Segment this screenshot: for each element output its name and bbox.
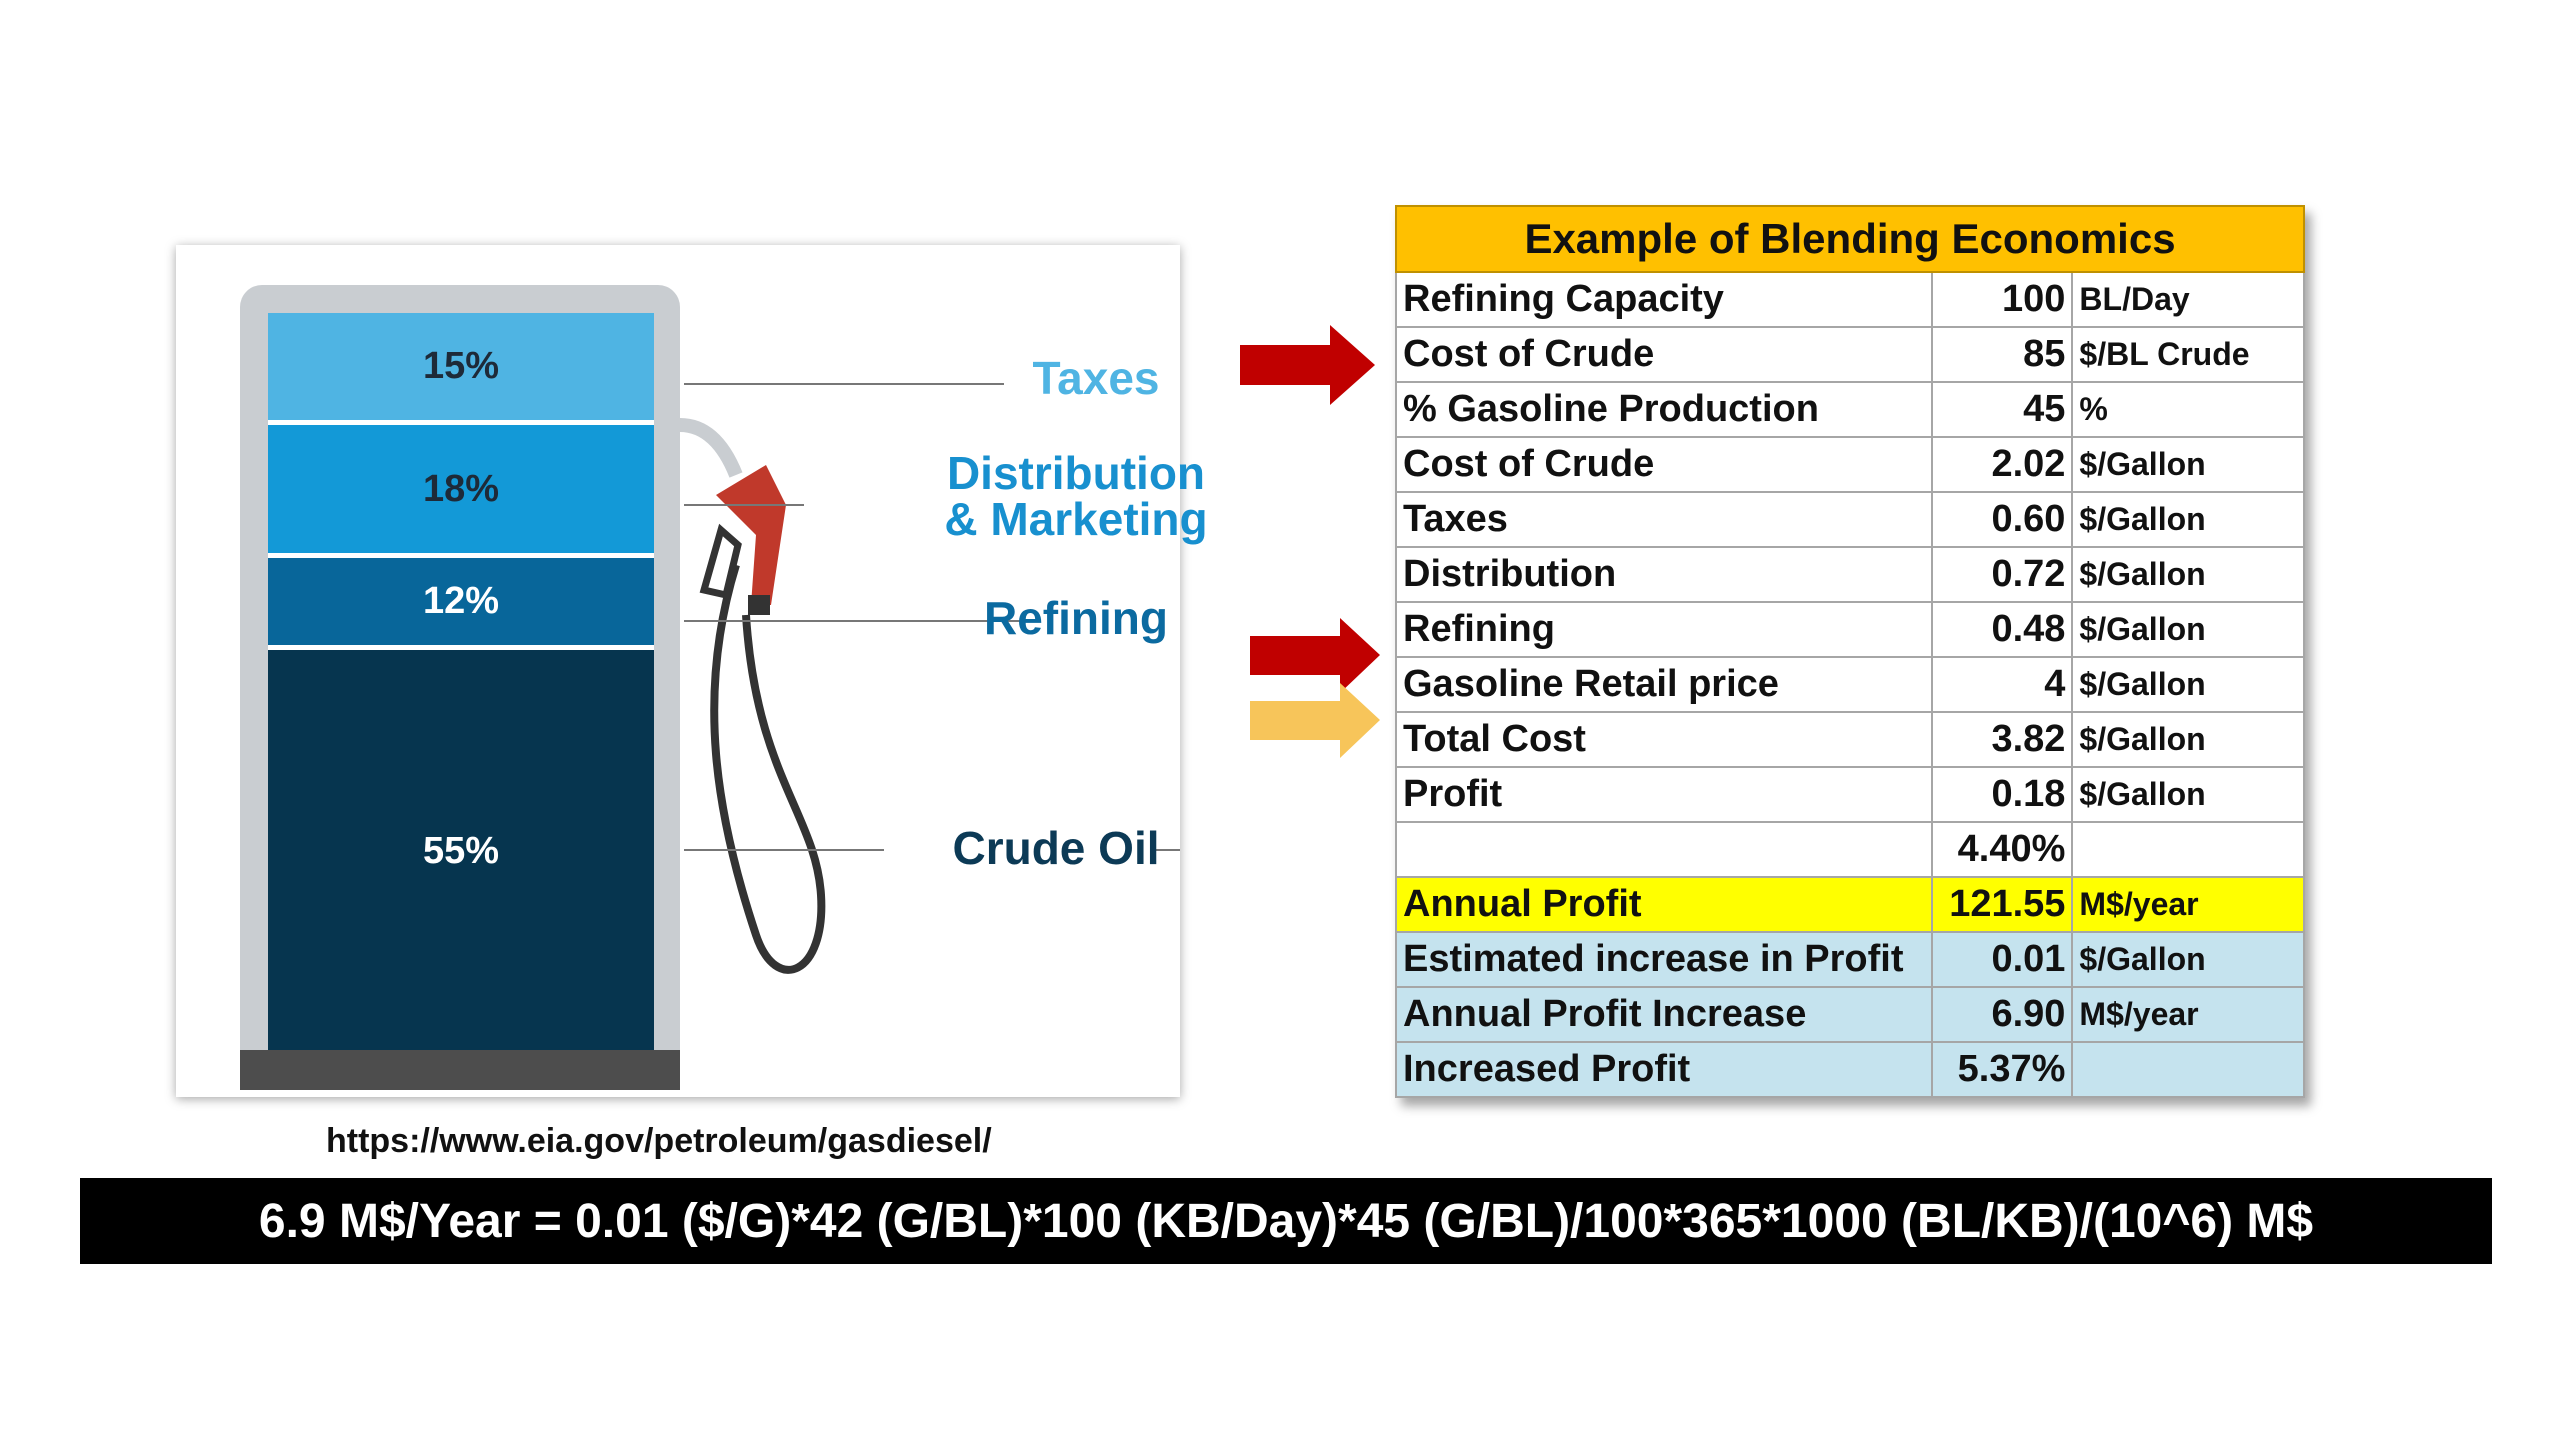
row-value: 0.01 <box>1931 931 2074 988</box>
row-unit: M$/year <box>2071 986 2305 1043</box>
row-value: 0.60 <box>1931 491 2074 548</box>
label-distribution: Distribution & Marketing <box>866 450 1286 542</box>
row-value: 5.37% <box>1931 1041 2074 1098</box>
row-label: Annual Profit <box>1394 876 1934 933</box>
table-row: Taxes 0.60 $/Gallon <box>1394 491 2305 548</box>
leader-crude <box>684 849 884 851</box>
row-label <box>1394 821 1934 878</box>
row-label: Distribution <box>1394 546 1934 603</box>
row-unit: $/Gallon <box>2071 546 2305 603</box>
segment-refining: 12% <box>268 558 654 650</box>
row-unit: $/Gallon <box>2071 711 2305 768</box>
table-row: Estimated increase in Profit 0.01 $/Gall… <box>1394 931 2305 988</box>
table-row: Refining 0.48 $/Gallon <box>1394 601 2305 658</box>
row-unit: $/Gallon <box>2071 766 2305 823</box>
formula-banner: 6.9 M$/Year = 0.01 ($/G)*42 (G/BL)*100 (… <box>80 1178 2492 1264</box>
fuel-nozzle-icon <box>679 418 826 974</box>
table-row: % Gasoline Production 45 % <box>1394 381 2305 438</box>
row-value: 0.48 <box>1931 601 2074 658</box>
row-value: 45 <box>1931 381 2074 438</box>
gold-arrow-icon <box>1250 683 1380 758</box>
row-label: % Gasoline Production <box>1394 381 1934 438</box>
label-taxes: Taxes <box>1032 352 1160 404</box>
row-label: Profit <box>1394 766 1934 823</box>
row-unit: BL/Day <box>2071 271 2305 328</box>
row-unit: $/Gallon <box>2071 601 2305 658</box>
table-row: Distribution 0.72 $/Gallon <box>1394 546 2305 603</box>
row-unit: $/Gallon <box>2071 656 2305 713</box>
row-unit: $/Gallon <box>2071 436 2305 493</box>
row-value: 85 <box>1931 326 2074 383</box>
row-unit: M$/year <box>2071 876 2305 933</box>
row-unit <box>2071 821 2305 878</box>
row-value: 3.82 <box>1931 711 2074 768</box>
pump-stack: 15% 18% 12% 55% <box>268 313 654 1053</box>
row-value: 2.02 <box>1931 436 2074 493</box>
pump-infographic: 15% 18% 12% 55% Taxes Distribution & Mar… <box>176 245 1208 1097</box>
segment-crude: 55% <box>268 650 654 1053</box>
row-value: 121.55 <box>1931 876 2074 933</box>
leader-refining <box>684 620 1039 622</box>
row-label: Cost of Crude <box>1394 436 1934 493</box>
red-arrow-icon <box>1250 618 1380 693</box>
row-value: 4 <box>1931 656 2074 713</box>
row-label: Estimated increase in Profit <box>1394 931 1934 988</box>
row-unit: $/BL Crude <box>2071 326 2305 383</box>
table-row: Cost of Crude 2.02 $/Gallon <box>1394 436 2305 493</box>
leader-distribution <box>684 504 804 506</box>
leader-taxes <box>684 383 1004 385</box>
table-row: Total Cost 3.82 $/Gallon <box>1394 711 2305 768</box>
row-value: 4.40% <box>1931 821 2074 878</box>
table-row: Gasoline Retail price 4 $/Gallon <box>1394 656 2305 713</box>
row-label: Total Cost <box>1394 711 1934 768</box>
row-unit: $/Gallon <box>2071 491 2305 548</box>
row-unit <box>2071 1041 2305 1098</box>
label-refining: Refining <box>984 592 1168 644</box>
row-value: 0.18 <box>1931 766 2074 823</box>
table-row: Profit 0.18 $/Gallon <box>1394 766 2305 823</box>
row-label: Gasoline Retail price <box>1394 656 1934 713</box>
row-value: 6.90 <box>1931 986 2074 1043</box>
table-row: Increased Profit 5.37% <box>1394 1041 2305 1098</box>
leader-crude-right <box>1156 849 1180 851</box>
blending-economics-table: Example of Blending Economics Refining C… <box>1394 205 2305 1098</box>
row-unit: % <box>2071 381 2305 438</box>
row-label: Refining <box>1394 601 1934 658</box>
table-row: Annual Profit Increase 6.90 M$/year <box>1394 986 2305 1043</box>
row-label: Increased Profit <box>1394 1041 1934 1098</box>
row-label: Annual Profit Increase <box>1394 986 1934 1043</box>
row-label: Taxes <box>1394 491 1934 548</box>
row-label: Cost of Crude <box>1394 326 1934 383</box>
segment-taxes: 15% <box>268 313 654 425</box>
red-arrow-icon <box>1240 325 1375 405</box>
row-value: 0.72 <box>1931 546 2074 603</box>
row-unit: $/Gallon <box>2071 931 2305 988</box>
label-distribution-line1: Distribution <box>946 447 1206 499</box>
table-row: 4.40% <box>1394 821 2305 878</box>
table-row: Refining Capacity 100 BL/Day <box>1394 271 2305 328</box>
segment-distribution: 18% <box>268 425 654 558</box>
table-row-annual-profit: Annual Profit 121.55 M$/year <box>1394 876 2305 933</box>
row-label: Refining Capacity <box>1394 271 1934 328</box>
row-value: 100 <box>1931 271 2074 328</box>
table-title: Example of Blending Economics <box>1395 205 2305 273</box>
source-link[interactable]: https://www.eia.gov/petroleum/gasdiesel/ <box>326 1122 992 1160</box>
table-row: Cost of Crude 85 $/BL Crude <box>1394 326 2305 383</box>
label-distribution-line2: & Marketing <box>944 493 1208 545</box>
label-crude: Crude Oil <box>952 822 1160 874</box>
pump-base <box>240 1050 680 1090</box>
